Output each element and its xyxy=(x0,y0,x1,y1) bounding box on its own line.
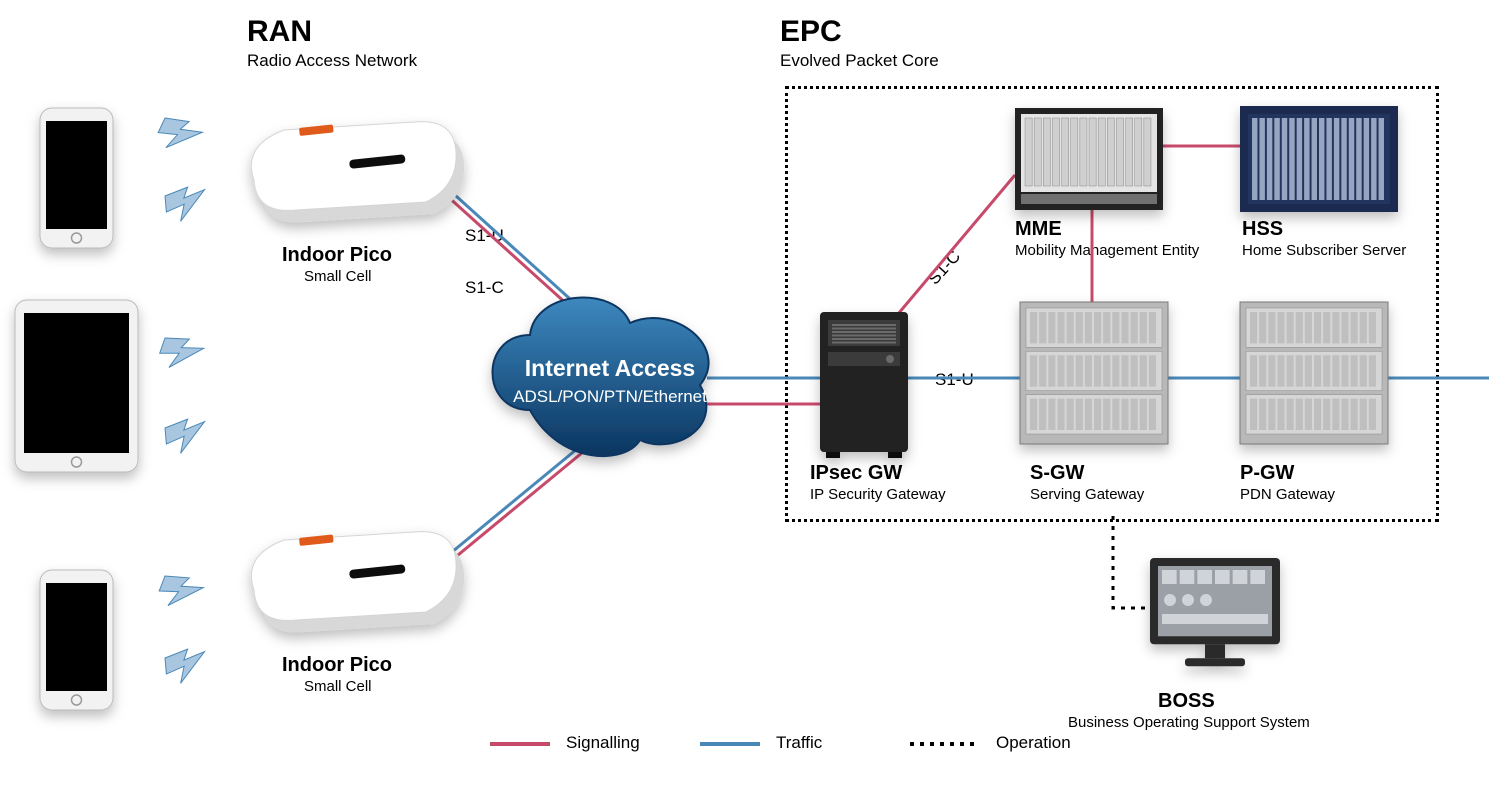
mme-chassis-icon xyxy=(1015,108,1163,210)
indoor-pico-icon xyxy=(251,532,464,633)
cloud-title: Internet Access xyxy=(525,355,695,381)
lightning-bolt-icon xyxy=(162,184,210,224)
edge-epc-boss-op xyxy=(1113,516,1147,608)
hss-chassis-icon xyxy=(1240,106,1398,212)
edge-ipsec-mme-signal xyxy=(893,175,1015,320)
internet-cloud-icon: Internet Access ADSL/PON/PTN/Ethernet xyxy=(493,298,709,457)
edge-pico2-cloud-signal xyxy=(435,438,600,574)
lightning-bolt-icon xyxy=(156,572,204,613)
tablet-icon xyxy=(15,300,138,472)
indoor-pico-icon xyxy=(251,122,464,223)
pgw-chassis-icon xyxy=(1240,302,1388,444)
sgw-chassis-icon xyxy=(1020,302,1168,444)
phone-icon xyxy=(40,570,113,710)
ipsec-tower-icon xyxy=(820,312,908,458)
lightning-bolt-icon xyxy=(162,416,210,456)
lightning-bolt-icon xyxy=(157,334,205,374)
boss-monitor-icon xyxy=(1150,558,1280,666)
lightning-bolt-icon xyxy=(162,646,210,686)
lightning-bolt-icon xyxy=(154,114,204,157)
cloud-subtitle: ADSL/PON/PTN/Ethernet xyxy=(513,387,707,406)
diagram-stage: Internet Access ADSL/PON/PTN/Ethernet xyxy=(0,0,1489,786)
phone-icon xyxy=(40,108,113,248)
